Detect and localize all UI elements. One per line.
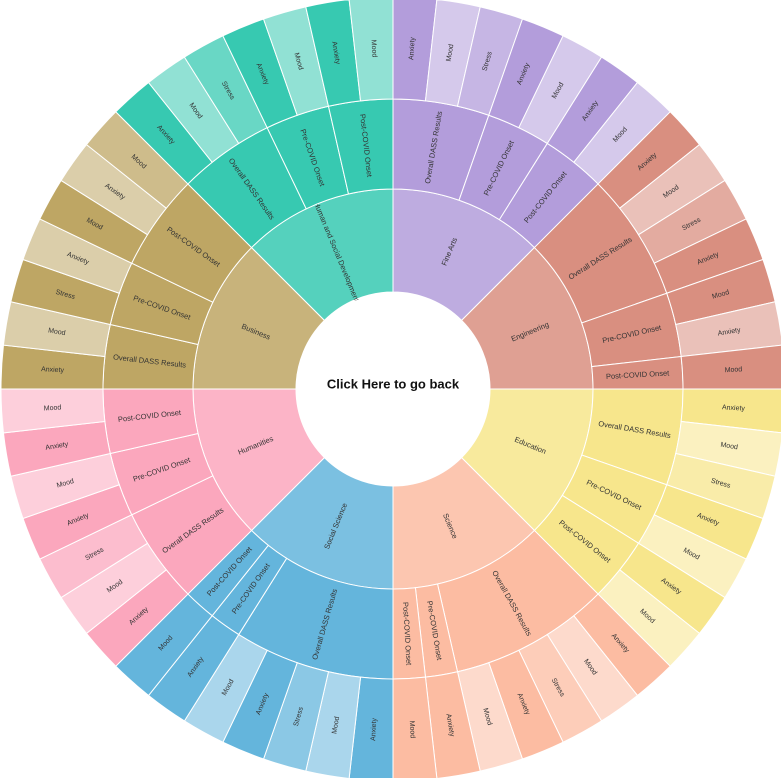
label-science-3-pre-covid-onset-1-anxiety-0: Anxiety [444,713,455,737]
center-label[interactable]: Click Here to go back [327,376,460,391]
label-humanities-5-post-covid-onset-2-anxiety-0: Anxiety [45,441,69,452]
label-social-science-4-overall-dass-results-0-anxiety-0: Anxiety [370,717,378,741]
label-science-3-post-covid-onset-2: Post-COVID Onset [401,602,414,667]
label-engineering-1-post-covid-onset-2-mood-0: Mood [725,366,743,374]
center-circle[interactable] [297,293,489,485]
label-human-and-social-development-7-post-covid-onset-2-mood-1: Mood [370,40,378,58]
label-science-3-overall-dass-results-0-mood-4: Mood [481,707,493,726]
label-human-and-social-development-7-post-covid-onset-2-anxiety-0: Anxiety [330,41,341,65]
label-education-2-overall-dass-results-0-anxiety-0: Anxiety [722,404,746,412]
label-fine-arts-0-overall-dass-results-0-mood-1: Mood [446,44,456,63]
label-social-science-4-overall-dass-results-0-mood-1: Mood [331,716,341,735]
label-engineering-1-pre-covid-onset-1-mood-0: Mood [711,289,730,301]
label-fine-arts-0-overall-dass-results-0-anxiety-0: Anxiety [408,36,416,60]
segment-human-and-social-development-7-post-covid-onset-2-mood-1[interactable] [348,0,394,102]
label-science-3-post-covid-onset-2-mood-0: Mood [408,721,416,739]
label-humanities-5-post-covid-onset-2-mood-1: Mood [44,404,62,412]
label-humanities-5-pre-covid-onset-1-mood-1: Mood [56,478,75,490]
label-business-6-overall-dass-results-0-mood-1: Mood [48,327,67,337]
label-engineering-1-post-covid-onset-2: Post-COVID Onset [606,368,671,381]
label-engineering-1-pre-covid-onset-1-anxiety-1: Anxiety [717,327,741,338]
label-education-2-overall-dass-results-0-mood-1: Mood [720,442,739,452]
label-business-6-overall-dass-results-0-anxiety-0: Anxiety [41,366,65,374]
center-back-button[interactable]: Click Here to go back [297,293,489,485]
label-human-and-social-development-7-pre-covid-onset-1-mood-1: Mood [292,52,304,71]
